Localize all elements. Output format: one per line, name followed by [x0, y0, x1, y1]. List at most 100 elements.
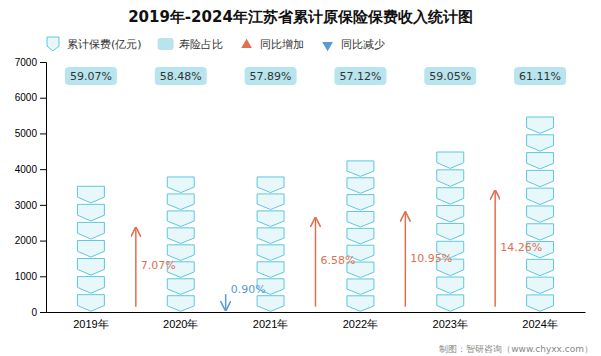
- yoy-label: 10.95%: [410, 252, 452, 265]
- ratio-text: 58.48%: [160, 70, 202, 83]
- y-tick-label: 2000: [15, 235, 38, 246]
- yoy-arrow: [135, 228, 137, 307]
- shield: [347, 161, 374, 177]
- shield: [527, 117, 554, 133]
- ratio-box: [514, 67, 566, 85]
- shield: [167, 177, 194, 193]
- x-axis: 2019年 2020年 2021年 2022年 2023年 2024年: [47, 313, 586, 330]
- shield: [257, 228, 284, 244]
- shield: [167, 211, 194, 227]
- legend-label: 同比减少: [341, 38, 385, 51]
- ratio-box: [245, 67, 297, 85]
- legend-swatch: [158, 38, 174, 50]
- x-tick: 2019年: [73, 318, 108, 330]
- legend: 累计保费(亿元)寿险占比同比增加同比减少: [47, 37, 385, 51]
- x-tick-label: 2023年: [433, 318, 468, 330]
- y-tick-mark: [40, 169, 46, 170]
- ratio-box: [424, 67, 476, 85]
- marks: [77, 117, 553, 311]
- plot: 010002000300040005000600070002019年2020年2…: [15, 57, 586, 330]
- y-tick-label: 3000: [15, 200, 38, 211]
- shield: [437, 223, 464, 239]
- yoy-arrow: [315, 218, 317, 307]
- y-tick: 4000: [15, 164, 46, 175]
- y-tick-mark: [40, 62, 46, 63]
- title: 2019年-2024年江苏省累计原保险保费收入统计图: [128, 8, 473, 26]
- shield: [167, 194, 194, 210]
- x-tick-label: 2022年: [343, 318, 378, 330]
- legend-triangle: [322, 42, 333, 51]
- ratio-label: 57.89%: [245, 67, 297, 85]
- y-tick-label: 0: [31, 307, 37, 318]
- shield: [77, 204, 104, 221]
- yoy-arrow: [225, 294, 227, 310]
- y-tick-mark: [40, 276, 46, 277]
- ratio-label: 59.07%: [65, 67, 117, 85]
- shield: [347, 279, 374, 295]
- shield: [437, 277, 464, 293]
- ratio-box: [334, 67, 386, 85]
- y-tick: 6000: [15, 92, 46, 103]
- shield: [527, 188, 554, 204]
- y-tick-mark: [40, 133, 46, 134]
- yoy-arrow: [405, 212, 407, 306]
- shield: [347, 296, 374, 312]
- y-tick-label: 6000: [15, 92, 38, 103]
- yoy-label: 7.07%: [141, 259, 176, 272]
- ratio-label: 59.05%: [424, 67, 476, 85]
- x-tick: 2023年: [433, 318, 468, 330]
- x-tick-label: 2020年: [163, 318, 198, 330]
- footer: 制图：智研咨询（www.chyxx.com）: [439, 344, 593, 354]
- legend-swatch: [322, 42, 333, 51]
- legend-swatch: [47, 37, 59, 51]
- legend-swatch: [241, 39, 252, 48]
- y-axis-line: [40, 63, 47, 313]
- legend-box: [158, 38, 174, 50]
- y-tick: 1000: [15, 271, 46, 282]
- shield: [257, 296, 284, 312]
- shield: [167, 228, 194, 244]
- ratio-label: 57.12%: [334, 67, 386, 85]
- y-tick-label: 7000: [15, 57, 38, 68]
- shield-stack: [167, 177, 194, 311]
- shield: [257, 245, 284, 261]
- shield: [77, 295, 104, 312]
- shield: [527, 153, 554, 169]
- shield: [437, 295, 464, 311]
- legend-item: 寿险占比: [158, 38, 223, 51]
- legend-label: 寿险占比: [179, 38, 223, 51]
- shield: [527, 277, 554, 293]
- shield: [257, 262, 284, 278]
- shield: [77, 186, 104, 203]
- shield: [167, 279, 194, 295]
- ratio-label: 61.11%: [514, 67, 566, 85]
- shield: [167, 296, 194, 312]
- x-tick: 2020年: [163, 318, 198, 330]
- legend-shield: [47, 37, 59, 51]
- shield: [167, 245, 194, 261]
- shield: [527, 295, 554, 311]
- labels: 59.07% 58.48% 57.89% 57.12% 59.05% 61.11% 7.07…: [65, 67, 566, 296]
- legend-triangle: [241, 39, 252, 48]
- ratio-box: [65, 67, 117, 85]
- x-tick-label: 2021年: [253, 318, 288, 330]
- y-tick: 0: [31, 307, 46, 318]
- ratio-text: 57.12%: [339, 70, 381, 83]
- yoy-arrow: [494, 191, 496, 307]
- x-tick-label: 2024年: [522, 318, 557, 330]
- shield: [257, 211, 284, 227]
- shield: [347, 195, 374, 211]
- shield: [77, 259, 104, 276]
- shield: [347, 228, 374, 244]
- legend-item: 同比减少: [322, 38, 384, 51]
- y-tick: 2000: [15, 235, 46, 246]
- y-tick-mark: [40, 241, 46, 242]
- ratio-text: 59.07%: [70, 70, 112, 83]
- y-tick: 3000: [15, 200, 46, 211]
- shield: [527, 206, 554, 222]
- chart: 2019年-2024年江苏省累计原保险保费收入统计图 0 1000 2000 3000 4…: [0, 0, 601, 356]
- ratio-text: 59.05%: [429, 70, 471, 83]
- shield-stack: [347, 161, 374, 311]
- shield: [347, 178, 374, 194]
- shield-stack: [437, 152, 464, 311]
